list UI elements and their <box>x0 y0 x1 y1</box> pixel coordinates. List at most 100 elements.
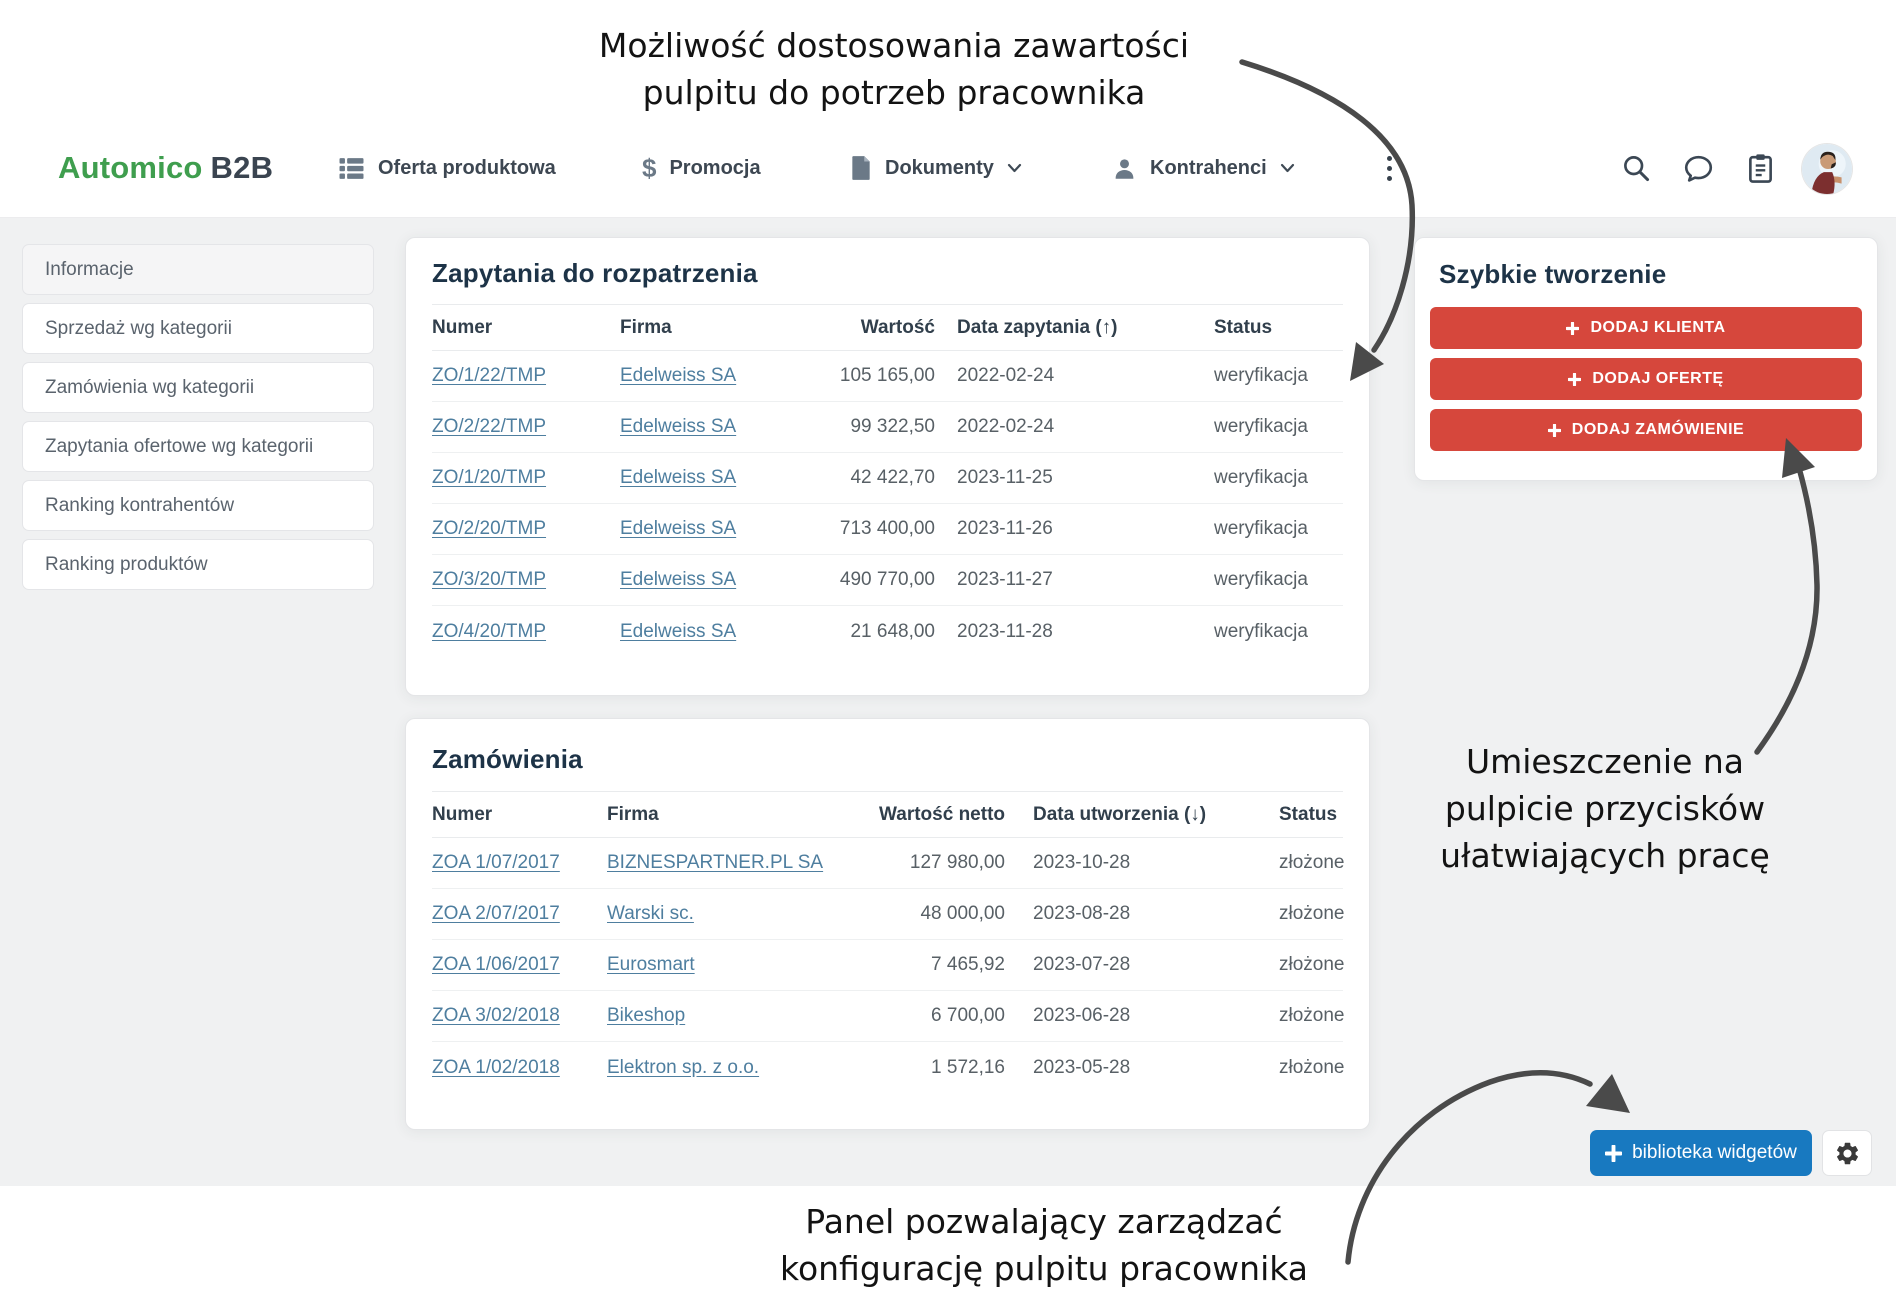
document-icon <box>850 155 872 181</box>
date-cell: 2023-11-25 <box>957 467 1053 488</box>
grid-list-icon <box>338 156 365 180</box>
company-link[interactable]: Edelweiss SA <box>620 518 737 539</box>
value-cell: 713 400,00 <box>839 518 935 539</box>
gear-icon <box>1834 1140 1861 1167</box>
document-number-link[interactable]: ZOA 1/07/2017 <box>432 852 560 873</box>
quick-create-label: DODAJ KLIENTA <box>1590 319 1726 336</box>
column-header[interactable]: Status <box>1279 803 1338 825</box>
annotation-right: Umieszczenie na pulpicie przycisków ułat… <box>1440 742 1770 875</box>
date-cell: 2023-11-27 <box>957 569 1053 590</box>
sidebar-item[interactable]: Zamówienia wg kategorii <box>22 362 374 413</box>
sidebar-item[interactable]: Ranking produktów <box>22 539 374 590</box>
sidebar-widget-list: Informacje Sprzedaż wg kategorii Zamówie… <box>22 244 374 590</box>
panel-quick-create: Szybkie tworzenie DODAJ KLIENTA DODAJ OF… <box>1414 237 1878 481</box>
logo-suffix: B2B <box>210 150 274 185</box>
document-number-link[interactable]: ZO/2/22/TMP <box>432 416 547 437</box>
company-link[interactable]: Eurosmart <box>607 954 695 975</box>
orders-table: Numer Firma Wartość netto Data utworzeni… <box>406 791 1369 1093</box>
sidebar-item-label: Zamówienia wg kategorii <box>45 376 255 398</box>
more-menu-icon[interactable] <box>1376 146 1402 190</box>
document-number-link[interactable]: ZO/1/20/TMP <box>432 467 547 488</box>
document-number-link[interactable]: ZO/1/22/TMP <box>432 365 547 386</box>
column-header[interactable]: Wartość netto <box>879 803 1005 825</box>
document-number-link[interactable]: ZOA 2/07/2017 <box>432 903 560 924</box>
quick-create-label: DODAJ OFERTĘ <box>1592 370 1724 387</box>
sidebar-item-label: Sprzedaż wg kategorii <box>45 317 232 339</box>
value-cell: 127 980,00 <box>909 852 1005 873</box>
annotation-top: Możliwość dostosowania zawartości pulpit… <box>598 26 1190 112</box>
company-link[interactable]: Edelweiss SA <box>620 620 737 642</box>
quick-create-button[interactable]: DODAJ ZAMÓWIENIE <box>1430 409 1862 451</box>
quick-create-button[interactable]: DODAJ OFERTĘ <box>1430 358 1862 400</box>
table-row: ZO/1/22/TMP Edelweiss SA 105 165,00 2022… <box>432 351 1343 402</box>
column-header[interactable]: Firma <box>607 803 659 825</box>
nav-item-promotion[interactable]: $ Promocja <box>642 144 761 192</box>
company-link[interactable]: Bikeshop <box>607 1005 686 1026</box>
chevron-down-icon <box>1007 163 1022 173</box>
search-icon[interactable] <box>1614 146 1658 190</box>
column-header[interactable]: Numer <box>432 803 493 825</box>
quick-create-button[interactable]: DODAJ KLIENTA <box>1430 307 1862 349</box>
chat-icon[interactable] <box>1676 146 1720 190</box>
nav-item-product-offer[interactable]: Oferta produktowa <box>338 144 556 192</box>
company-link[interactable]: Edelweiss SA <box>620 569 737 590</box>
nav-item-contractors[interactable]: Kontrahenci <box>1112 144 1295 192</box>
sidebar-item[interactable]: Zapytania ofertowe wg kategorii <box>22 421 374 472</box>
table-row: ZO/3/20/TMP Edelweiss SA 490 770,00 2023… <box>432 555 1343 606</box>
widget-library-button[interactable]: biblioteka widgetów <box>1590 1130 1812 1176</box>
column-header[interactable]: Data utworzenia (↓) <box>1033 803 1207 825</box>
date-cell: 2023-11-28 <box>957 620 1053 642</box>
status-cell: złożone <box>1279 954 1345 975</box>
document-number-link[interactable]: ZO/2/20/TMP <box>432 518 547 539</box>
sidebar-item[interactable]: Sprzedaż wg kategorii <box>22 303 374 354</box>
date-cell: 2023-06-28 <box>1033 1005 1131 1026</box>
sidebar-item[interactable]: Ranking kontrahentów <box>22 480 374 531</box>
value-cell: 48 000,00 <box>920 903 1005 924</box>
status-cell: weryfikacja <box>1214 365 1308 386</box>
document-number-link[interactable]: ZOA 1/06/2017 <box>432 954 560 975</box>
status-cell: weryfikacja <box>1214 569 1308 590</box>
table-row: ZOA 1/02/2018 Elektron sp. z o.o. 1 572,… <box>432 1042 1345 1093</box>
company-link[interactable]: Edelweiss SA <box>620 467 737 488</box>
document-number-link[interactable]: ZOA 3/02/2018 <box>432 1005 560 1026</box>
panel-title: Zamówienia <box>432 744 583 774</box>
status-cell: złożone <box>1279 1005 1345 1026</box>
date-cell: 2022-02-24 <box>957 416 1055 437</box>
company-link[interactable]: Warski sc. <box>607 903 694 924</box>
panel-title: Zapytania do rozpatrzenia <box>432 258 758 288</box>
status-cell: weryfikacja <box>1214 416 1308 437</box>
value-cell: 490 770,00 <box>839 569 935 590</box>
table-row: ZO/4/20/TMP Edelweiss SA 21 648,00 2023-… <box>432 606 1343 657</box>
table-row: ZOA 1/06/2017 Eurosmart 7 465,92 2023-07… <box>432 940 1345 991</box>
column-header[interactable]: Status <box>1214 316 1273 338</box>
column-header[interactable]: Firma <box>620 316 672 338</box>
document-number-link[interactable]: ZOA 1/02/2018 <box>432 1056 560 1078</box>
quick-create-label: DODAJ ZAMÓWIENIE <box>1571 421 1745 438</box>
panel-inquiries: Zapytania do rozpatrzenia Numer Firma Wa… <box>405 237 1370 696</box>
document-number-link[interactable]: ZO/4/20/TMP <box>432 620 547 642</box>
panel-orders: Zamówienia Numer Firma Wartość netto Dat… <box>405 718 1370 1130</box>
table-row: ZO/2/22/TMP Edelweiss SA 99 322,50 2022-… <box>432 402 1343 453</box>
column-header[interactable]: Wartość <box>860 316 935 338</box>
value-cell: 105 165,00 <box>839 365 935 386</box>
dashboard-settings-button[interactable] <box>1822 1130 1872 1176</box>
column-header[interactable]: Data zapytania (↑) <box>957 316 1118 338</box>
company-link[interactable]: Edelweiss SA <box>620 365 737 386</box>
app-logo[interactable]: Automico B2B <box>58 150 273 186</box>
top-navigation-bar: Automico B2B Oferta produktowa $ Promocja… <box>0 0 1896 218</box>
user-avatar[interactable] <box>1802 144 1852 194</box>
date-cell: 2023-07-28 <box>1033 954 1131 975</box>
sidebar-item-label: Informacje <box>45 258 134 280</box>
company-link[interactable]: Elektron sp. z o.o. <box>607 1056 760 1078</box>
clipboard-icon[interactable] <box>1738 146 1782 190</box>
nav-item-documents[interactable]: Dokumenty <box>850 144 1022 192</box>
sidebar-item-label: Ranking kontrahentów <box>45 494 235 516</box>
company-link[interactable]: Edelweiss SA <box>620 416 737 437</box>
document-number-link[interactable]: ZO/3/20/TMP <box>432 569 547 590</box>
column-header[interactable]: Numer <box>432 316 493 338</box>
status-cell: złożone <box>1279 852 1345 873</box>
sidebar-item[interactable]: Informacje <box>22 244 374 295</box>
company-link[interactable]: BIZNESPARTNER.PL SA <box>607 852 824 873</box>
logo-text: Automico <box>58 150 203 185</box>
value-cell: 21 648,00 <box>850 620 935 642</box>
